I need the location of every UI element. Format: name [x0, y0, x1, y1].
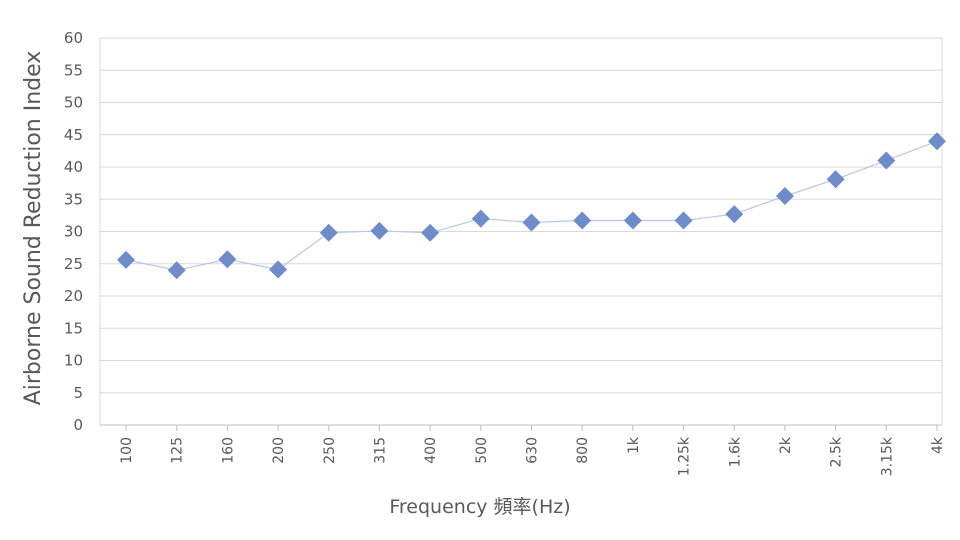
y-tick-label: 55	[64, 61, 83, 79]
x-tick-label: 250	[322, 437, 338, 464]
series-group	[117, 132, 946, 280]
x-tick-label: 200	[271, 437, 287, 464]
data-point-160	[218, 250, 237, 269]
y-tick-label: 25	[64, 255, 83, 273]
x-tick-label: 1.25k	[677, 436, 693, 476]
x-axis-label: Frequency 頻率(Hz)	[389, 496, 570, 518]
data-point-250	[319, 223, 338, 242]
gridlines	[99, 37, 943, 426]
x-tick-label: 315	[372, 437, 388, 464]
x-axis: 100 125 160 200 250 315 400 500 630 800 1k 1.25k 1.6…	[119, 425, 946, 476]
x-tick-label: 125	[170, 437, 186, 464]
y-tick-label: 40	[64, 158, 83, 176]
data-point-2k	[775, 187, 794, 206]
x-tick-label: 400	[423, 437, 439, 464]
y-tick-label: 10	[64, 352, 83, 370]
series-line	[125, 140, 938, 271]
x-tick-label: 2.5k	[829, 436, 845, 467]
y-tick-label: 0	[73, 416, 83, 434]
data-point-3.15k	[877, 151, 896, 170]
data-point-200	[269, 260, 288, 279]
data-point-800	[573, 211, 592, 230]
y-tick-label: 15	[64, 319, 83, 337]
data-point-4k	[928, 132, 946, 151]
x-tick-label: 3.15k	[879, 436, 895, 476]
x-tick-label: 500	[474, 437, 490, 464]
y-axis: 0 5 10 15 20 25 30 35 40 45 50 55 60	[64, 29, 83, 434]
x-tick-label: 4k	[930, 436, 946, 454]
data-point-630	[522, 213, 541, 232]
y-tick-label: 50	[64, 94, 83, 112]
y-axis-label: Airborne Sound Reduction Index	[21, 51, 46, 406]
data-point-1.6k	[725, 205, 744, 224]
data-point-400	[421, 223, 440, 242]
x-tick-label: 1k	[626, 436, 642, 454]
x-tick-label: 1.6k	[727, 436, 743, 467]
data-point-2.5k	[826, 170, 845, 189]
x-tick-label: 2k	[778, 436, 794, 454]
y-tick-label: 60	[64, 29, 83, 47]
y-tick-label: 5	[73, 384, 83, 402]
data-point-125	[167, 261, 186, 280]
data-point-1.25k	[674, 211, 693, 230]
data-point-500	[471, 209, 490, 228]
x-tick-label: 800	[575, 437, 591, 464]
y-tick-label: 35	[64, 190, 83, 208]
y-tick-label: 30	[64, 223, 83, 241]
x-tick-label: 160	[220, 437, 236, 464]
data-point-100	[117, 250, 135, 269]
data-point-1k	[623, 211, 642, 230]
y-tick-label: 45	[64, 126, 83, 144]
y-tick-label: 20	[64, 287, 83, 305]
x-tick-label: 630	[525, 437, 541, 464]
x-tick-label: 100	[119, 437, 135, 464]
data-point-315	[370, 221, 389, 240]
